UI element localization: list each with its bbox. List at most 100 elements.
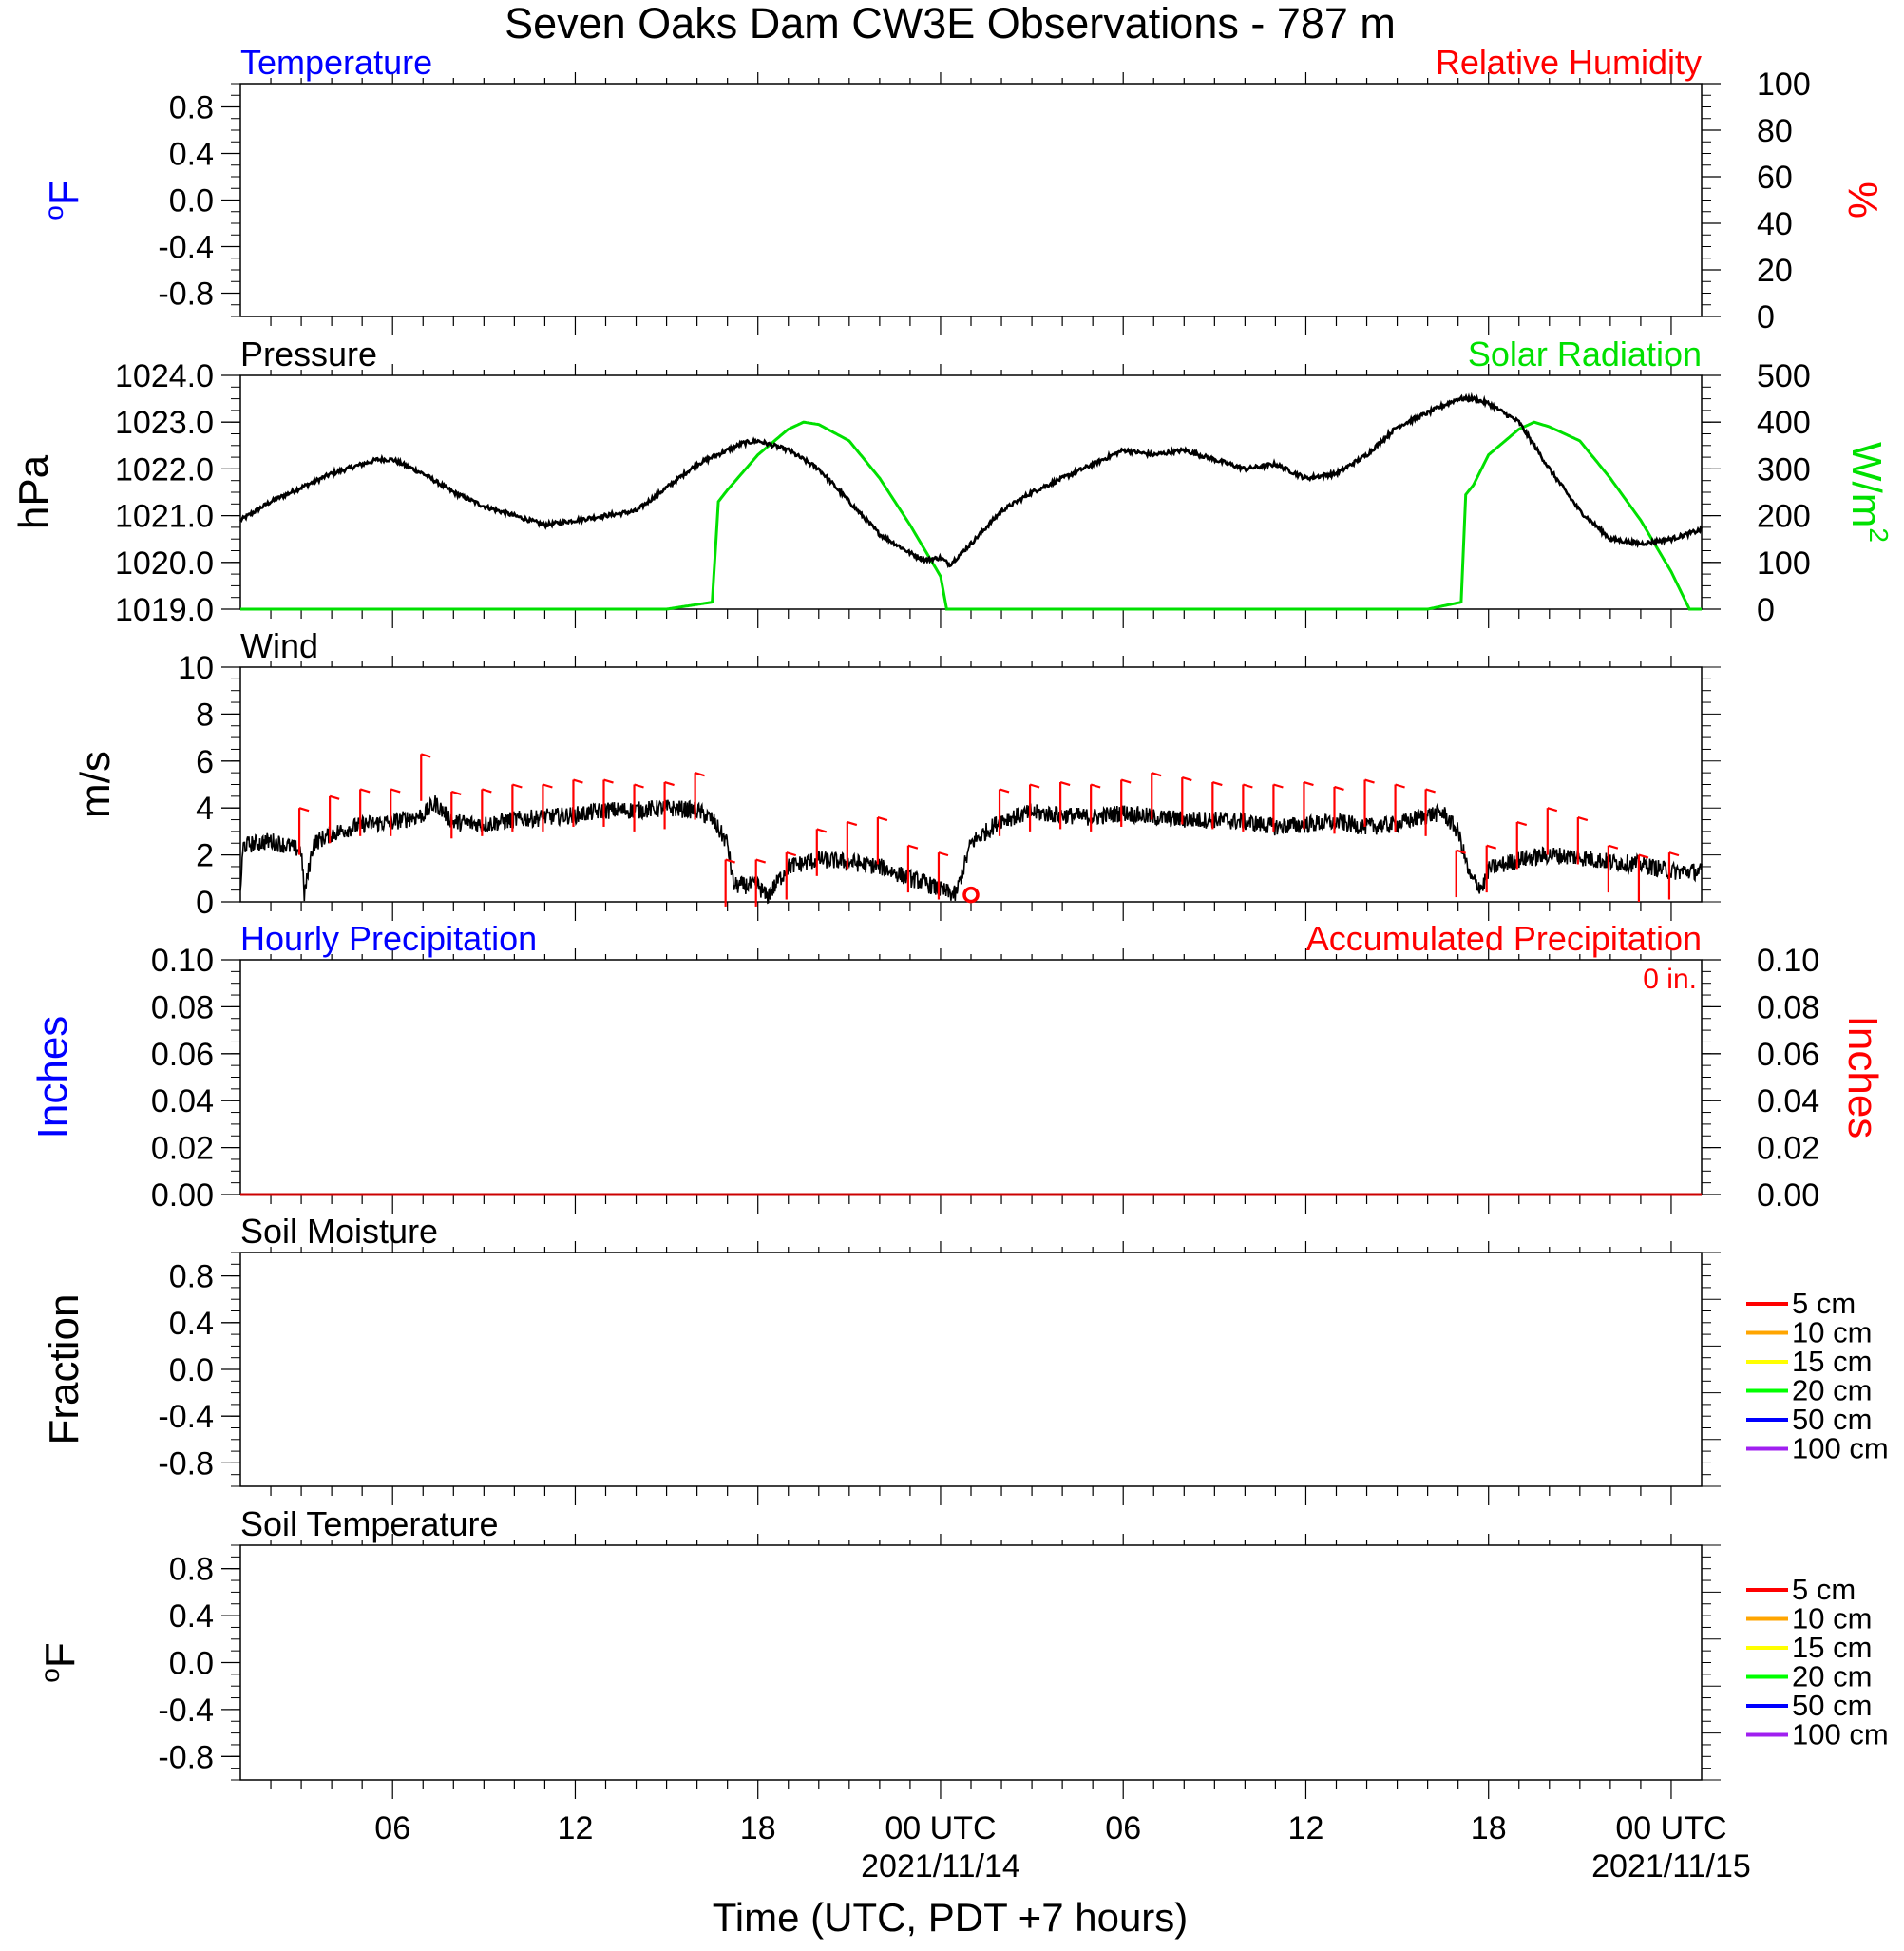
y-tick-label-left: 0.4 — [169, 1598, 214, 1635]
wind-barb-flag — [1334, 785, 1344, 792]
wind-barb — [1515, 820, 1528, 870]
y-tick-label-right: 100 — [1757, 545, 1811, 582]
panel-title-left: Wind — [240, 626, 318, 665]
wind-barb — [633, 783, 644, 832]
legend-label: 100 cm — [1792, 1718, 1889, 1751]
wind-barb-flag — [1395, 783, 1405, 789]
x-tick-date-label: 2021/11/14 — [861, 1848, 1020, 1884]
y-axis-label-left: oF — [39, 180, 87, 220]
wind-barb — [724, 858, 735, 907]
wind-barb-flag — [543, 783, 553, 789]
y-axis-label-right: Inches — [1839, 1016, 1886, 1139]
wind-barb — [511, 783, 523, 832]
wind-barb-flag — [1456, 849, 1466, 854]
wind-barb-flag — [603, 778, 614, 784]
panels: Temperature Relative Humidity 0.8 0.4 0.0 -0.… — [10, 43, 1894, 1799]
plot-frame — [239, 374, 1703, 610]
legend-item: 20 cm — [1746, 1374, 1872, 1407]
wind-barb — [1546, 807, 1558, 855]
wind-barb — [1272, 783, 1284, 832]
wind-barb — [297, 807, 310, 855]
legend-label: 10 cm — [1792, 1316, 1872, 1349]
legend-item: 5 cm — [1746, 1287, 1856, 1320]
wind-barb — [1424, 788, 1436, 836]
wind-barb — [1607, 844, 1619, 893]
y-axis-label-right: % — [1839, 182, 1886, 219]
panel-title-right: Relative Humidity — [1436, 43, 1702, 82]
y-tick-label-left: 0.0 — [169, 1646, 214, 1682]
panel-temperature: Temperature Relative Humidity 0.8 0.4 0.0 -0.… — [39, 43, 1886, 335]
legend-label: 50 cm — [1792, 1403, 1872, 1436]
y-axis-label-left: Fraction — [41, 1294, 87, 1445]
panel-precipitation: Hourly Precipitation Accumulated Precipit… — [29, 919, 1886, 1214]
wind-barb-flag — [847, 820, 858, 827]
wind-barb — [1485, 844, 1497, 893]
panel-title-left: Pressure — [240, 335, 377, 373]
wind-barb-flag — [1273, 783, 1284, 789]
y-tick-label-left: -0.8 — [158, 1739, 214, 1775]
accumulated-total-label: 0 in. — [1643, 964, 1697, 995]
wind-barb — [1151, 772, 1162, 820]
wind-barb-flag — [482, 788, 492, 794]
legend-item: 20 cm — [1746, 1660, 1872, 1693]
y-tick-label-right: 400 — [1757, 405, 1811, 441]
y-tick-label-left: 6 — [196, 744, 214, 780]
x-tick-label: 00 UTC — [885, 1810, 996, 1846]
legend-item: 15 cm — [1746, 1345, 1872, 1378]
x-tick-label: 18 — [1471, 1810, 1507, 1846]
y-axis-label-right: W/m2 — [1843, 442, 1894, 543]
legend-label: 15 cm — [1792, 1631, 1872, 1664]
wind-barb-flag — [1029, 783, 1040, 789]
wind-barb-flag — [1304, 780, 1314, 787]
y-tick-label-left: 0.04 — [151, 1083, 214, 1119]
x-tick-label: 06 — [1105, 1810, 1141, 1846]
legend-label: 20 cm — [1792, 1660, 1872, 1693]
wind-barb — [998, 788, 1010, 836]
wind-barb-flag — [1364, 778, 1375, 784]
y-tick-label-left: 1022.0 — [115, 451, 214, 488]
wind-barb — [1120, 778, 1132, 827]
wind-barb — [754, 858, 767, 907]
x-tick-date-label: 2021/11/15 — [1591, 1848, 1751, 1884]
wind-barb-flag — [786, 851, 797, 857]
y-tick-label-left: 1020.0 — [115, 545, 214, 582]
wind-barb — [602, 778, 614, 827]
wind-barb-flag — [1090, 783, 1101, 789]
wind-barb-flag — [1212, 780, 1223, 787]
y-tick-label-left: 2 — [196, 838, 214, 874]
wind-barb-flag — [1120, 778, 1132, 784]
legend-label: 10 cm — [1792, 1602, 1872, 1635]
x-tick-label: 00 UTC — [1615, 1810, 1726, 1846]
wind-barb — [815, 828, 828, 876]
wind-barb-flag — [420, 753, 431, 758]
y-tick-label-left: 0.0 — [169, 1352, 214, 1388]
wind-barb — [1576, 816, 1589, 865]
wind-barb-flag — [1638, 853, 1649, 859]
y-tick-label-right: 0.04 — [1757, 1083, 1819, 1119]
x-tick-label: 18 — [740, 1810, 776, 1846]
panel-soil_moisture: Soil Moisture 0.8 0.4 0.0 -0.4 -0.8 Fraction 5 … — [41, 1212, 1889, 1505]
solar-radiation-line — [240, 420, 1702, 611]
wind-barb-flag — [329, 794, 340, 800]
wind-barb-flag — [725, 858, 735, 864]
x-tick-label: 06 — [374, 1810, 410, 1846]
wind-barb — [329, 794, 340, 844]
panel-wind: Wind 10 8 6 4 2 0 m/s — [72, 626, 1721, 921]
y-tick-label-right: 0 — [1757, 299, 1775, 335]
wind-barb-flag — [695, 772, 705, 777]
wind-barb — [1303, 780, 1314, 830]
y-tick-label-left: 8 — [196, 697, 214, 733]
wind-barb — [420, 753, 431, 801]
legend-item: 100 cm — [1746, 1432, 1889, 1465]
plot-frame — [239, 83, 1703, 317]
wind-barb-flag — [634, 783, 644, 789]
y-tick-label-left: 0.10 — [151, 943, 214, 979]
wind-barb — [1667, 851, 1680, 900]
wind-barb — [876, 816, 888, 865]
wind-barb — [542, 783, 553, 832]
wind-barb-flag — [298, 807, 310, 813]
y-tick-label-left: 0.08 — [151, 989, 214, 1025]
y-tick-label-right: 0.10 — [1757, 943, 1819, 979]
